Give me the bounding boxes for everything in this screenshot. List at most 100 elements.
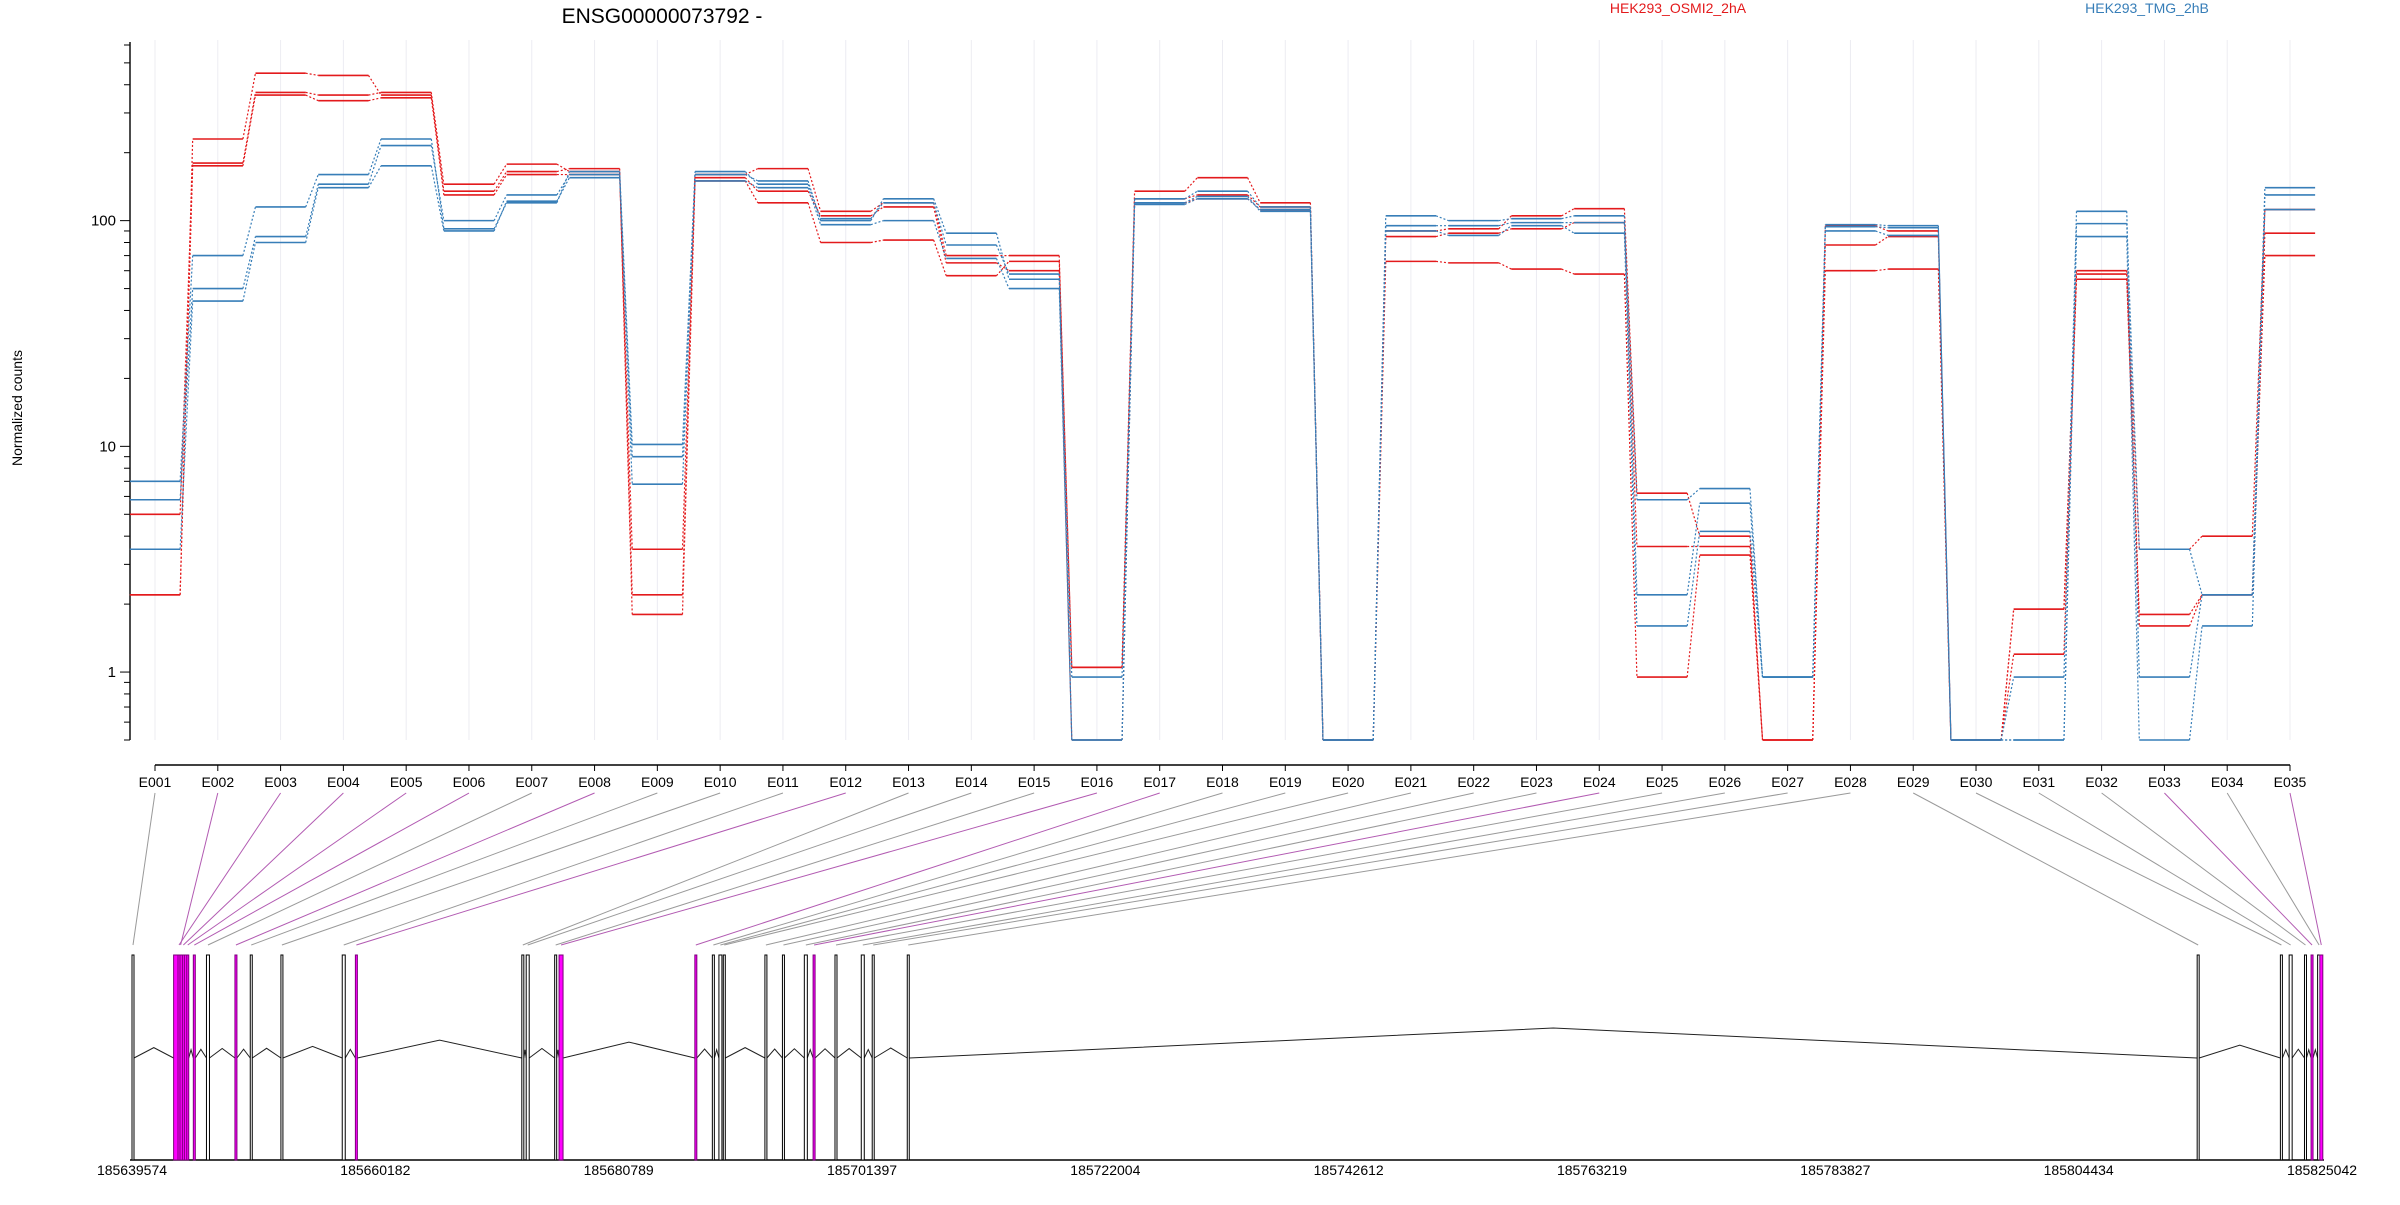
exon-box (2310, 954, 2314, 1161)
exon-link (281, 792, 721, 946)
connector-line (1121, 204, 1136, 741)
intron-line (2312, 1047, 2319, 1059)
exon-box (181, 954, 185, 1161)
connector-line (1309, 209, 1324, 741)
coordinate-tick-label: 185660182 (340, 1162, 410, 1178)
connector-line (619, 174, 633, 550)
connector-line (493, 202, 508, 230)
intron-line (836, 1047, 862, 1059)
x-tick-label: E010 (704, 774, 737, 790)
exon-box (131, 954, 135, 1161)
connector-line (870, 206, 884, 217)
intron-line (725, 1047, 766, 1059)
exon-link (2289, 792, 2322, 946)
exon-box (525, 954, 530, 1161)
connector-line (2000, 609, 2015, 741)
exon-box (764, 954, 768, 1161)
connector-line (744, 171, 759, 185)
exon-link (1975, 792, 2282, 946)
connector-line (305, 91, 319, 96)
x-tick-label: E016 (1081, 774, 1114, 790)
connector-line (305, 187, 319, 243)
x-tick-label: E015 (1018, 774, 1051, 790)
exon-link (862, 792, 1725, 946)
exon-link (908, 792, 1851, 946)
y-axis: Normalized counts 1 10 100 (9, 42, 131, 741)
coordinate-tick-label: 185763219 (1557, 1162, 1627, 1178)
exon-box (812, 954, 816, 1161)
connector-line (681, 174, 696, 595)
connector-line (1498, 262, 1512, 270)
x-tick-label: E024 (1583, 774, 1616, 790)
gene-model (130, 954, 2324, 1161)
connector-line (1435, 230, 1449, 236)
legend-entry-tmg: HEK293_TMG_2hB (2085, 0, 2209, 16)
intron-line (282, 1045, 343, 1059)
connector-line (2000, 676, 2015, 741)
x-tick-label: E013 (892, 774, 925, 790)
connector-line (995, 233, 1010, 280)
x-tick-label: E027 (1771, 774, 1804, 790)
series-lines (129, 72, 2316, 741)
x-tick-label: E017 (1143, 774, 1176, 790)
coordinate-tick-label: 185639574 (97, 1162, 167, 1178)
exon-box (2196, 954, 2200, 1161)
connector-line (2126, 270, 2140, 550)
connector-line (870, 202, 884, 220)
exon-link (2226, 792, 2320, 946)
intron-line (562, 1041, 695, 1059)
connector-line (1686, 503, 1701, 595)
connector-line (1058, 288, 1073, 741)
connector-line (367, 75, 382, 96)
exon-box (2319, 954, 2324, 1161)
connector-line (1184, 195, 1198, 204)
connector-line (681, 180, 696, 485)
connector-line (1498, 215, 1512, 230)
connector-line (1247, 190, 1261, 208)
exon-link (805, 792, 1537, 946)
exon-box (906, 954, 910, 1161)
x-tick-label: E034 (2211, 774, 2244, 790)
connector-line (2189, 535, 2203, 550)
exon-link (251, 792, 658, 946)
exon-box (280, 954, 284, 1161)
x-tick-label: E023 (1520, 774, 1553, 790)
exon-link (356, 792, 846, 946)
connector-line (2126, 274, 2140, 615)
exon-link (713, 792, 1223, 946)
connector-line (179, 301, 194, 550)
exon-link (724, 792, 1349, 946)
x-tick-label: E008 (578, 774, 611, 790)
intron-line (2305, 1047, 2312, 1059)
exon-link (765, 792, 1411, 946)
connector-line (1435, 260, 1449, 264)
exon-link (235, 792, 595, 946)
x-tick-label: E001 (139, 774, 172, 790)
intron-line (766, 1048, 783, 1059)
connector-line (1435, 228, 1449, 232)
connector-line (556, 177, 570, 202)
connector-line (1686, 488, 1701, 501)
connector-line (1372, 230, 1387, 741)
y-tick-label: 100 (91, 213, 116, 230)
connector-line (242, 73, 257, 140)
connector-line (1184, 198, 1198, 205)
exon-box (234, 954, 238, 1161)
x-tick-label: E005 (390, 774, 423, 790)
connector-line (807, 168, 822, 212)
connector-line (179, 288, 194, 500)
exon-box (2303, 954, 2307, 1161)
x-tick-label: E032 (2085, 774, 2118, 790)
connector-line (493, 171, 508, 192)
y-axis-label: Normalized counts (9, 350, 25, 466)
x-tick-label: E018 (1206, 774, 1239, 790)
intron-line (863, 1048, 873, 1059)
connector-line (1561, 222, 1575, 230)
exon-link (813, 792, 1600, 946)
connector-line (1561, 268, 1575, 275)
connector-line (1623, 208, 1638, 494)
x-tick-label: E025 (1646, 774, 1679, 790)
connector-line (305, 72, 319, 76)
exon-link (720, 792, 1286, 946)
